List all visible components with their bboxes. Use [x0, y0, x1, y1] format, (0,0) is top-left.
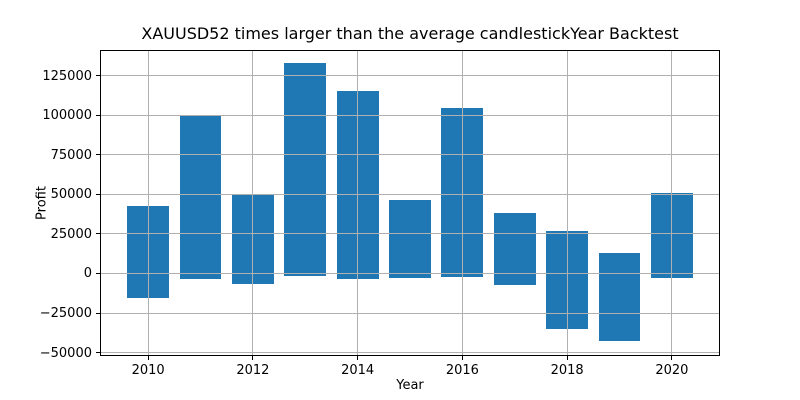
bar-2015	[389, 200, 431, 278]
y-tick-label: 100000	[42, 108, 92, 124]
x-tick-mark	[357, 356, 359, 360]
y-tick-mark	[96, 193, 100, 195]
y-gridline	[101, 75, 719, 77]
x-axis-label: Year	[396, 378, 424, 393]
y-gridline	[101, 272, 719, 274]
x-tick-label: 2018	[550, 363, 584, 378]
bar-2019	[598, 252, 641, 342]
y-tick-label: −25000	[39, 306, 92, 322]
y-tick-mark	[96, 272, 100, 274]
x-tick-mark	[252, 356, 254, 360]
y-tick-mark	[96, 75, 100, 77]
y-tick-mark	[96, 114, 100, 116]
chart-title: XAUUSD52 times larger than the average c…	[141, 24, 679, 43]
y-tick-label: 75000	[50, 147, 92, 163]
x-tick-label: 2010	[131, 363, 165, 378]
y-gridline	[101, 233, 719, 235]
y-tick-label: 25000	[50, 226, 92, 242]
x-gridline	[566, 51, 568, 355]
y-tick-label: −50000	[39, 345, 92, 361]
x-tick-label: 2014	[341, 363, 375, 378]
y-tick-label: 0	[83, 266, 92, 282]
bar-2017	[493, 213, 536, 285]
x-tick-mark	[461, 356, 463, 360]
bar-2013	[284, 63, 327, 276]
x-gridline	[147, 51, 149, 355]
y-tick-mark	[96, 312, 100, 314]
y-gridline	[101, 114, 719, 116]
x-tick-mark	[147, 356, 149, 360]
x-gridline	[357, 51, 359, 355]
x-gridline	[461, 51, 463, 355]
y-tick-mark	[96, 352, 100, 354]
plot-area	[100, 50, 720, 356]
x-tick-mark	[566, 356, 568, 360]
y-tick-label: 50000	[50, 187, 92, 203]
y-gridline	[101, 352, 719, 354]
y-gridline	[101, 312, 719, 314]
x-tick-label: 2020	[655, 363, 689, 378]
y-tick-mark	[96, 154, 100, 156]
x-tick-mark	[671, 356, 673, 360]
y-tick-mark	[96, 233, 100, 235]
bar-2011	[179, 116, 222, 279]
x-tick-label: 2016	[445, 363, 479, 378]
y-tick-label: 125000	[42, 68, 92, 84]
y-gridline	[101, 193, 719, 195]
x-gridline	[671, 51, 673, 355]
y-gridline	[101, 154, 719, 156]
x-tick-label: 2012	[236, 363, 270, 378]
x-gridline	[252, 51, 254, 355]
